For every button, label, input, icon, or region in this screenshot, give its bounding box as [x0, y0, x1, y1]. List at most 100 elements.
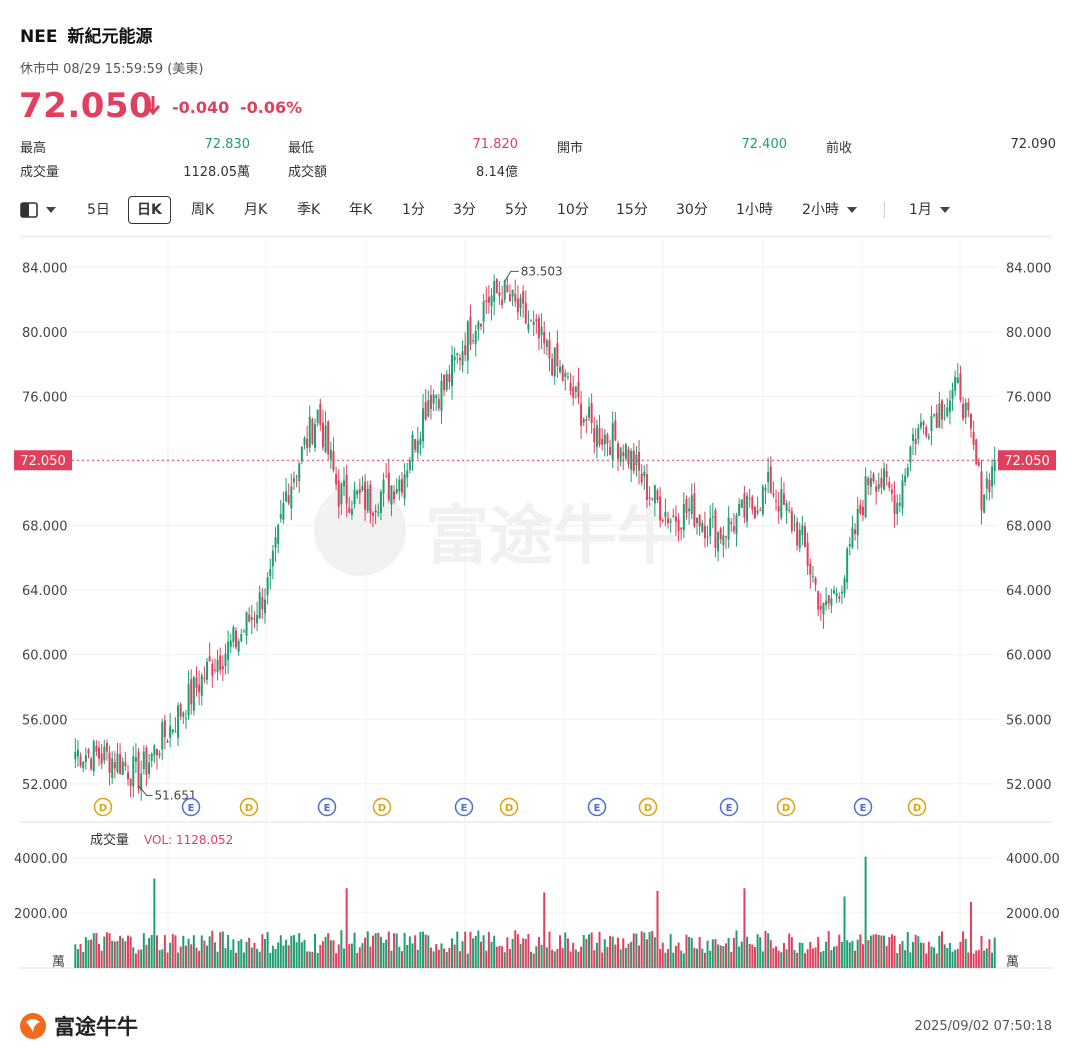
tab-10min[interactable]: 10分	[557, 202, 589, 218]
candle-body	[206, 661, 209, 680]
volume-bar	[100, 950, 103, 968]
candle-body	[456, 353, 459, 356]
candle-body	[279, 514, 282, 519]
tab-weekly-k[interactable]: 周K	[191, 202, 215, 218]
candle-body	[846, 548, 849, 583]
candle-body	[203, 677, 206, 679]
tab-2hour-dropdown[interactable]: 2小時	[802, 196, 857, 224]
volume-bar	[506, 937, 509, 968]
candle-body	[300, 446, 303, 462]
candle-body	[659, 496, 662, 521]
volume-bar	[935, 953, 938, 968]
volume-bar	[495, 946, 498, 968]
volume-bar	[759, 937, 762, 968]
candle-body	[448, 374, 451, 383]
volume-bar	[324, 936, 327, 968]
candle-body	[498, 292, 501, 296]
volume-bar	[727, 937, 730, 968]
volume-bar	[777, 950, 780, 968]
candle-body	[793, 524, 796, 526]
candle-body	[701, 523, 704, 532]
volume-bar	[522, 938, 525, 968]
volume-bar	[959, 941, 962, 968]
volume-bar	[569, 951, 572, 968]
candle-body	[406, 470, 409, 478]
volume-bar	[822, 950, 825, 968]
volume-bar	[395, 933, 398, 968]
volume-bar	[448, 947, 451, 968]
volume-bar	[933, 947, 936, 968]
candle-body	[830, 598, 833, 606]
candle-body	[967, 402, 970, 411]
tab-quarterly-k[interactable]: 季K	[297, 202, 321, 218]
candle-body	[685, 498, 688, 514]
volume-bar	[719, 945, 722, 968]
candle-body	[524, 302, 527, 324]
candle-body	[743, 493, 746, 518]
volume-bar	[119, 935, 122, 968]
candle-body	[437, 399, 440, 409]
brand-name: 富途牛牛	[54, 1015, 138, 1039]
tab-1min[interactable]: 1分	[402, 202, 425, 218]
range-select[interactable]: 1月	[909, 196, 950, 224]
volume-bar	[880, 935, 883, 968]
volume-bar	[435, 944, 438, 968]
toolbar-divider-line	[20, 236, 1052, 237]
candle-body	[142, 751, 145, 769]
candle-body	[458, 357, 461, 361]
candle-body	[374, 510, 377, 513]
volume-bar	[379, 936, 382, 968]
candle-body	[540, 326, 543, 336]
tab-yearly-k[interactable]: 年K	[349, 202, 373, 218]
volume-bar	[121, 938, 124, 968]
tab-5min[interactable]: 5分	[505, 202, 528, 218]
volume-bar	[861, 944, 864, 968]
last-price-tag-right	[998, 450, 1056, 471]
candle-body	[171, 729, 174, 733]
candle-body	[482, 301, 485, 322]
volume-bar	[904, 950, 907, 968]
dividend-marker: D	[499, 797, 519, 817]
volume-bar	[632, 933, 635, 968]
candle-body	[738, 503, 741, 516]
earnings-marker: E	[454, 797, 474, 817]
chart-layout-toggle[interactable]	[20, 196, 56, 224]
last-price: 72.050	[19, 86, 154, 126]
tab-monthly-k[interactable]: 月K	[244, 202, 268, 218]
tab-3min[interactable]: 3分	[453, 202, 476, 218]
candle-body	[216, 659, 219, 673]
volume-bar	[714, 939, 717, 968]
candle-body	[145, 747, 148, 775]
volume-bar	[137, 949, 140, 968]
marker-circle	[454, 797, 474, 817]
candle-body	[993, 460, 996, 471]
stat-prevclose-value: 72.090	[1010, 137, 1057, 152]
candle-body	[393, 491, 396, 500]
candle-body	[593, 428, 596, 443]
volume-bar	[854, 950, 857, 968]
candle-body	[82, 761, 85, 769]
tab-1hour[interactable]: 1小時	[736, 202, 773, 218]
candle-body	[377, 512, 380, 514]
tab-15min[interactable]: 15分	[616, 202, 648, 218]
tab-daily-k[interactable]: 日K	[128, 196, 171, 224]
volume-bar	[585, 938, 588, 968]
volume-bar	[503, 952, 506, 968]
candle-body	[506, 285, 509, 293]
volume-bar	[645, 939, 648, 968]
marker-letter: D	[913, 803, 921, 814]
volume-bar	[134, 953, 137, 968]
tab-30min[interactable]: 30分	[676, 202, 708, 218]
candle-body	[132, 756, 135, 787]
tab-5d[interactable]: 5日	[87, 202, 110, 218]
candle-body	[935, 412, 938, 428]
candle-body	[906, 467, 909, 477]
volume-bar	[669, 934, 672, 968]
volume-bar	[361, 943, 364, 968]
stat-turnover-label: 成交額	[288, 165, 328, 180]
volume-bar	[316, 952, 319, 968]
volume-bar	[761, 951, 764, 968]
volume-bar	[192, 935, 195, 968]
last-price-tag-left	[14, 450, 72, 471]
